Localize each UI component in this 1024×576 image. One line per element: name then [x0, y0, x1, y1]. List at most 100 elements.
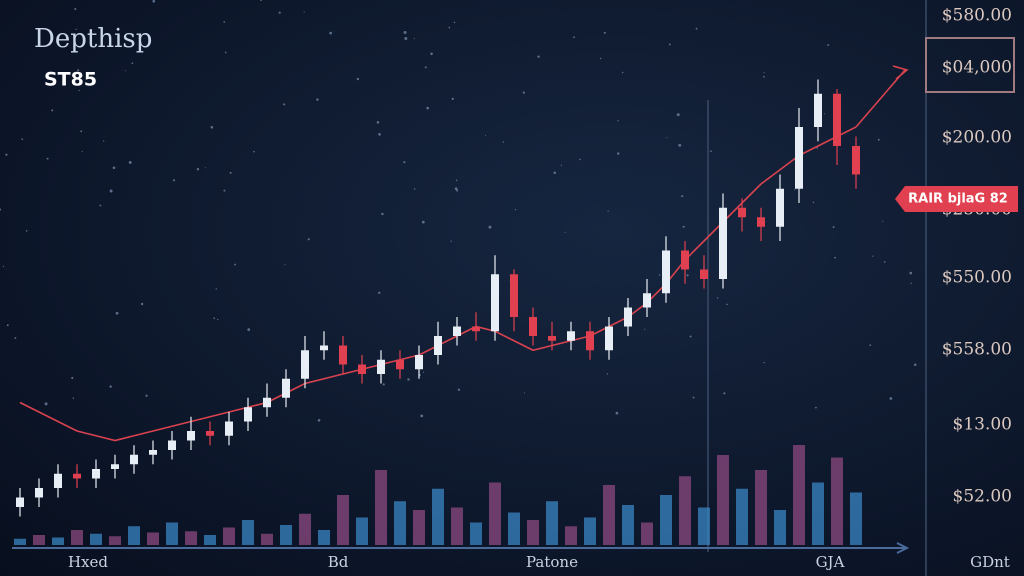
- candle-body: [339, 345, 347, 365]
- candle-body: [795, 127, 803, 189]
- star: [877, 138, 880, 141]
- star: [910, 282, 912, 284]
- star: [382, 383, 385, 386]
- star: [762, 75, 765, 78]
- star: [872, 255, 874, 257]
- candle-body: [111, 464, 119, 469]
- star: [278, 11, 281, 14]
- volume-bar: [698, 507, 710, 545]
- volume-bar: [166, 522, 178, 545]
- star: [723, 392, 726, 395]
- candle-body: [662, 250, 670, 294]
- candle-body: [681, 250, 689, 270]
- star: [356, 77, 360, 81]
- candle-body: [814, 93, 822, 127]
- price-label: $52.00: [953, 487, 1012, 507]
- star: [454, 187, 458, 191]
- volume-bar: [147, 532, 159, 545]
- candle-body: [586, 331, 594, 351]
- star: [695, 27, 698, 30]
- candle-body: [434, 336, 442, 355]
- star: [599, 57, 602, 60]
- star: [51, 109, 54, 112]
- star: [658, 274, 661, 276]
- star: [815, 406, 817, 409]
- star: [450, 240, 452, 242]
- price-box: [925, 37, 1015, 93]
- star: [502, 141, 504, 143]
- candle-body: [719, 207, 727, 279]
- star: [316, 98, 319, 101]
- star: [816, 147, 818, 149]
- star: [686, 274, 689, 277]
- star: [140, 302, 144, 306]
- star: [617, 120, 619, 122]
- plot: [14, 65, 909, 545]
- star: [676, 113, 680, 117]
- star: [378, 133, 381, 136]
- star: [626, 303, 628, 305]
- star: [6, 324, 9, 327]
- volume-bar: [90, 533, 102, 545]
- volume-bar: [489, 482, 501, 545]
- candle-body: [149, 450, 157, 455]
- star: [603, 31, 606, 34]
- star: [553, 171, 556, 175]
- star: [381, 212, 384, 216]
- x-label: Hxed: [68, 553, 108, 571]
- star: [72, 397, 75, 400]
- star: [223, 21, 226, 23]
- star: [317, 418, 321, 422]
- star: [564, 231, 566, 233]
- volume-bar: [584, 517, 596, 545]
- star: [109, 189, 113, 193]
- star: [455, 179, 458, 182]
- star: [152, 0, 156, 3]
- star: [430, 52, 433, 56]
- star: [217, 318, 219, 321]
- star: [692, 396, 695, 399]
- volume-bar: [736, 488, 748, 545]
- candle-body: [453, 326, 461, 336]
- star: [103, 140, 105, 142]
- star: [681, 195, 684, 198]
- star: [451, 97, 454, 100]
- star: [307, 238, 310, 241]
- candle-body: [415, 355, 423, 370]
- candle-body: [643, 293, 651, 308]
- star: [682, 225, 685, 228]
- star: [484, 134, 487, 136]
- candle-body: [529, 317, 537, 336]
- star: [403, 30, 407, 34]
- volume-bar: [546, 501, 558, 545]
- star: [25, 230, 28, 232]
- volume-bar: [261, 533, 273, 545]
- candle-body: [738, 207, 746, 218]
- star: [615, 411, 619, 415]
- star: [883, 261, 886, 263]
- star: [0, 208, 2, 211]
- volume-bar: [717, 455, 729, 545]
- star: [882, 220, 884, 222]
- star: [71, 376, 74, 380]
- star: [514, 208, 517, 211]
- volume-bar: [527, 520, 539, 545]
- star: [260, 0, 263, 1]
- x-label: GJA: [816, 553, 845, 571]
- star: [668, 43, 671, 46]
- volume-bar: [850, 492, 862, 545]
- star: [112, 166, 116, 170]
- volume-bar: [565, 526, 577, 545]
- candle-body: [92, 469, 100, 479]
- star: [115, 311, 119, 315]
- volume-bar: [52, 537, 64, 545]
- star: [172, 179, 176, 182]
- volume-bar: [774, 510, 786, 545]
- star: [403, 161, 406, 164]
- volume-bar: [109, 536, 121, 545]
- candle-body: [263, 397, 271, 408]
- star: [196, 168, 200, 171]
- star: [537, 55, 540, 58]
- price-label: $200.00: [942, 128, 1012, 148]
